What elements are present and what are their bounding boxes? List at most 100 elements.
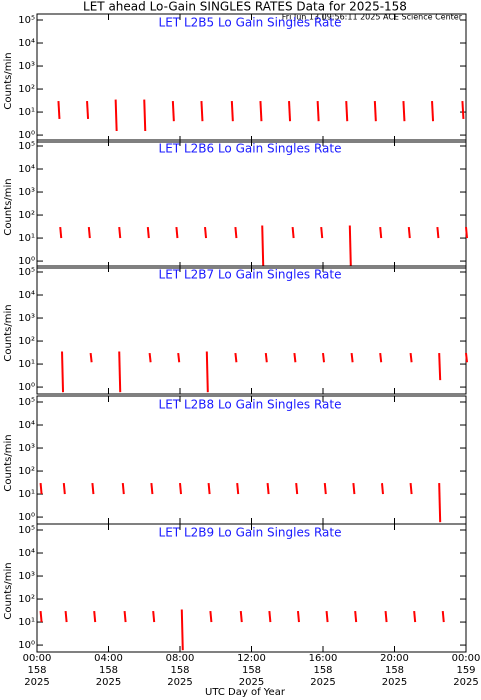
spike (146, 226, 150, 239)
spike (259, 101, 263, 122)
spike (86, 101, 90, 120)
x-tick-day: 158 (385, 665, 404, 676)
y-tick-label: 10⁰ (18, 382, 35, 393)
y-tick-label: 10⁴ (18, 548, 35, 559)
spike (288, 101, 292, 122)
x-tick-label: 08:00 (166, 653, 195, 664)
spike (118, 226, 122, 239)
spike (345, 101, 349, 122)
plot-frame (36, 523, 467, 653)
spike (323, 482, 327, 495)
spike (230, 101, 234, 122)
y-tick-label: 10⁰ (18, 130, 35, 141)
spike (348, 225, 352, 267)
y-tick-label: 10⁰ (18, 640, 35, 651)
panel-title: LET L2B5 Lo Gain Singles Rate (159, 16, 342, 30)
y-tick-label: 10³ (18, 61, 35, 72)
panel-title: LET L2B6 Lo Gain Singles Rate (159, 142, 342, 156)
spike (89, 352, 93, 363)
spike (118, 351, 122, 393)
spike (441, 610, 445, 623)
plot-frame (36, 139, 467, 269)
y-tick-label: 10⁵ (18, 141, 35, 152)
y-axis-label: Counts/min (3, 562, 14, 619)
spike (293, 352, 297, 363)
y-tick-label: 10³ (18, 187, 35, 198)
x-tick-label: 00:00 (23, 653, 52, 664)
spike (379, 352, 383, 363)
y-tick-label: 10⁵ (18, 267, 35, 278)
spike (352, 482, 356, 495)
spike (402, 101, 406, 122)
spike (57, 101, 61, 120)
y-tick-label: 10² (18, 594, 35, 605)
x-axis-label: UTC Day of Year (205, 687, 286, 698)
y-axis-label: Counts/min (3, 178, 14, 235)
y-tick-label: 10³ (18, 443, 35, 454)
spike (59, 226, 63, 239)
spike (64, 610, 68, 623)
spike (204, 226, 208, 239)
spike (295, 482, 299, 495)
x-tick-year: 2025 (24, 677, 49, 688)
spike (207, 482, 211, 495)
spike (39, 610, 43, 623)
spike (61, 351, 65, 393)
y-tick-label: 10⁰ (18, 256, 35, 267)
spike (268, 610, 272, 623)
y-tick-label: 10¹ (18, 617, 35, 628)
plot-frame (36, 13, 467, 143)
spike (296, 610, 300, 623)
y-tick-label: 10² (18, 466, 35, 477)
x-tick-day: 158 (242, 665, 261, 676)
spike (177, 352, 181, 363)
spike (465, 352, 468, 363)
panel-title: LET L2B7 Lo Gain Singles Rate (159, 268, 342, 282)
x-tick-year: 2025 (167, 677, 192, 688)
spike (121, 482, 125, 495)
spike (150, 482, 154, 495)
spike (409, 352, 413, 363)
x-tick-day: 158 (99, 665, 118, 676)
spike (143, 99, 147, 132)
spike (350, 352, 354, 363)
spike (200, 101, 204, 122)
spike (413, 610, 417, 623)
spike (39, 482, 43, 495)
spike (325, 610, 329, 623)
spike (171, 101, 175, 122)
spike (239, 610, 243, 623)
y-tick-label: 10⁵ (18, 397, 35, 408)
spike (234, 226, 238, 239)
x-tick-label: 00:00 (452, 653, 481, 664)
spike (380, 482, 384, 495)
spike (373, 101, 377, 122)
plot-frame (36, 265, 467, 395)
x-tick-year: 2025 (453, 677, 478, 688)
spike (205, 351, 209, 393)
spike (179, 482, 182, 495)
spike (264, 352, 268, 363)
x-tick-year: 2025 (382, 677, 407, 688)
y-tick-label: 10⁴ (18, 164, 35, 175)
x-tick-year: 2025 (310, 677, 335, 688)
spike (438, 483, 442, 523)
y-axis-label: Counts/min (3, 52, 14, 109)
spike (261, 225, 265, 267)
y-tick-label: 10² (18, 336, 35, 347)
x-tick-day: 158 (313, 665, 332, 676)
y-tick-label: 10¹ (18, 233, 35, 244)
timestamp: Fri Jun 13 09:56:11 2025 ACE Science Cen… (282, 13, 463, 22)
y-tick-label: 10² (18, 210, 35, 221)
spike (322, 352, 325, 363)
panel-title: LET L2B9 Lo Gain Singles Rate (159, 526, 342, 540)
spike (379, 226, 383, 239)
x-tick-label: 12:00 (237, 653, 266, 664)
spike (62, 482, 66, 495)
chart-title: LET ahead Lo-Gain SINGLES RATES Data for… (83, 0, 407, 14)
spike (409, 482, 413, 495)
spike (438, 353, 442, 381)
x-tick-label: 16:00 (309, 653, 338, 664)
spike (465, 226, 468, 239)
spike (431, 101, 435, 122)
